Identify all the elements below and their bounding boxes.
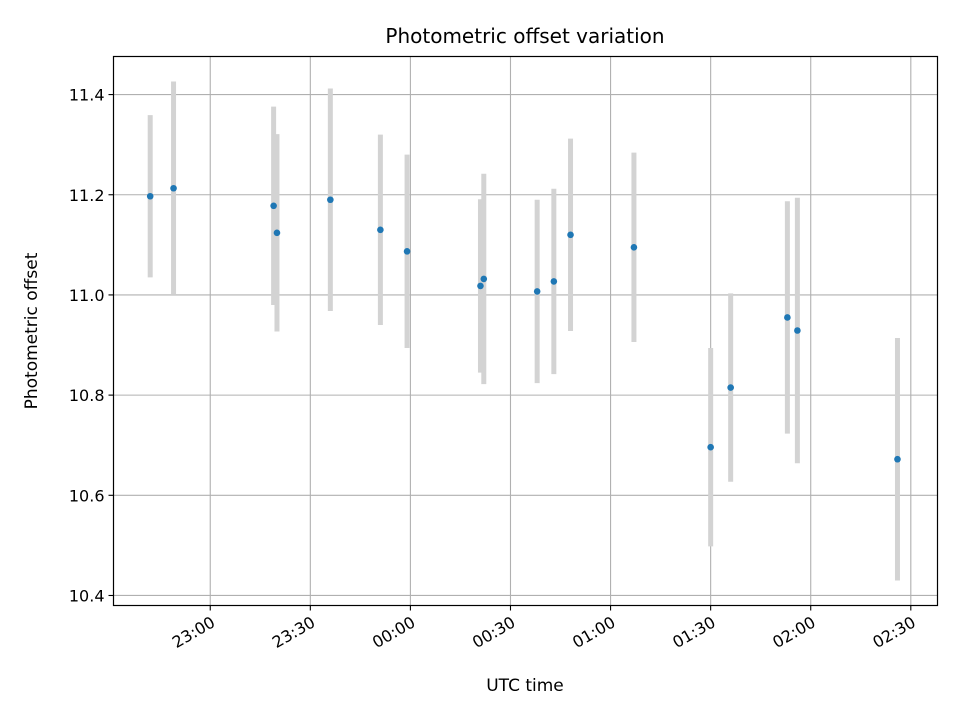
y-axis-ticks: 10.4 10.6 10.8 11.0 11.2 11.4 xyxy=(69,86,114,605)
data-point xyxy=(403,248,411,255)
y-tick-label: 10.4 xyxy=(69,586,105,605)
data-point xyxy=(567,231,574,239)
data-point xyxy=(630,244,638,251)
plot-area-frame xyxy=(112,55,939,607)
y-tick-label: 11.0 xyxy=(69,286,105,305)
data-point xyxy=(550,278,558,285)
data-point xyxy=(727,384,734,391)
data-point xyxy=(327,196,334,204)
data-point xyxy=(784,314,791,321)
y-tick-label: 10.8 xyxy=(69,386,105,405)
data-point xyxy=(273,229,281,237)
x-axis-label: UTC time xyxy=(486,676,564,696)
data-point xyxy=(146,192,154,200)
data-point xyxy=(270,202,277,210)
y-tick-label: 11.4 xyxy=(69,86,105,105)
y-axis-label: Photometric offset xyxy=(22,252,42,409)
y-tick-label: 11.2 xyxy=(69,186,105,205)
data-points xyxy=(146,184,901,463)
y-tick-label: 10.6 xyxy=(69,486,105,505)
data-point xyxy=(794,327,801,334)
data-point xyxy=(377,226,384,234)
data-point xyxy=(894,455,901,463)
data-point xyxy=(480,275,488,283)
data-point xyxy=(477,282,484,290)
chart-title: Photometric offset variation xyxy=(385,24,664,48)
data-point xyxy=(533,288,541,295)
grid-lines xyxy=(113,56,938,606)
data-point xyxy=(170,184,177,192)
data-point xyxy=(707,443,714,451)
